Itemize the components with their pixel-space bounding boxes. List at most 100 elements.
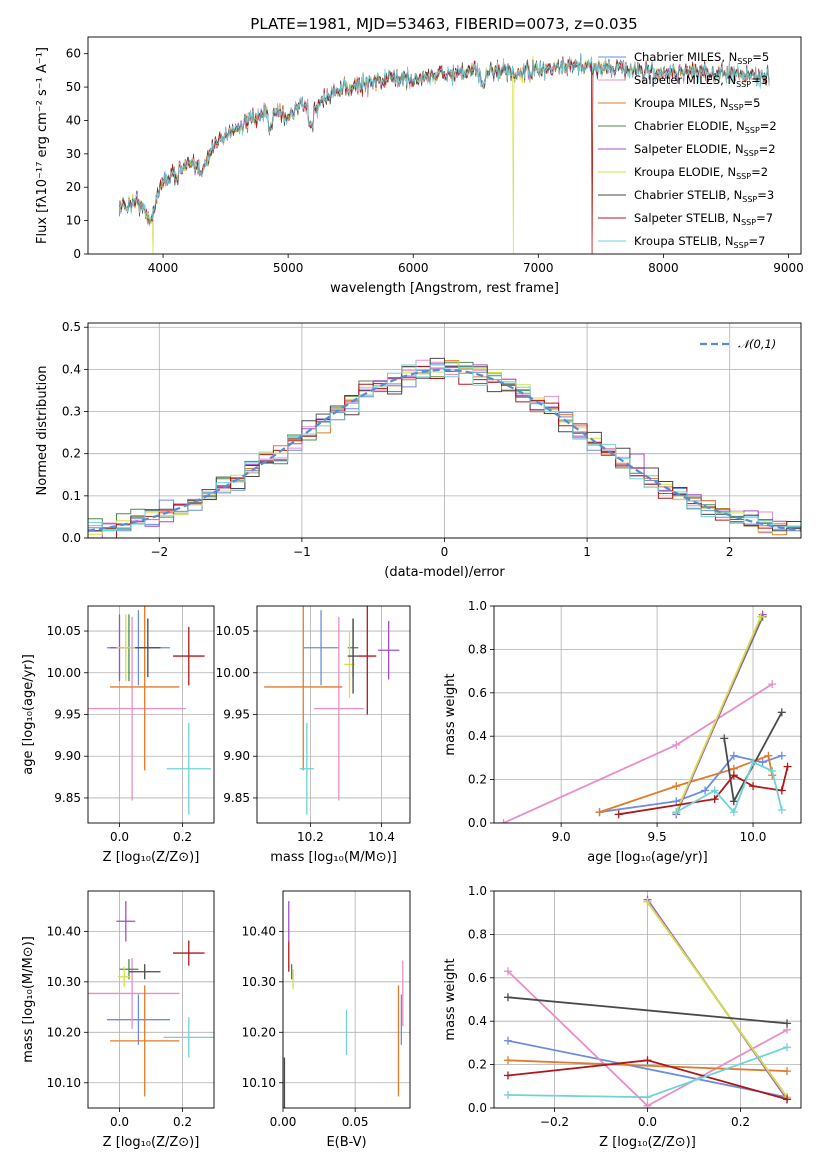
y-tick-label: 10.10 xyxy=(242,1076,276,1090)
weight-line-kroupa-elodie xyxy=(675,616,762,813)
y-tick-label: 1.0 xyxy=(468,599,487,613)
weight-marker xyxy=(614,810,623,819)
legend-entry: Chabrier ELODIE, NSSP=2 xyxy=(634,119,777,135)
y-tick-label: 9.95 xyxy=(223,708,250,722)
weight-marker xyxy=(749,758,758,767)
legend-entry: Kroupa MILES, NSSP=5 xyxy=(634,96,760,112)
errorbar-kroupa-elodie xyxy=(117,966,131,987)
errorbar-kroupa-miles xyxy=(264,606,343,771)
y-tick-label: 0.8 xyxy=(468,927,487,941)
axes-frame xyxy=(87,322,802,539)
x-tick-label: 10.0 xyxy=(740,830,767,844)
y-tick-label: 0.2 xyxy=(468,1058,487,1072)
y-axis-label: Normed distribution xyxy=(35,366,50,496)
legend-label: Chabrier MILES, N xyxy=(634,50,737,64)
y-tick-label: 0.1 xyxy=(62,489,81,503)
legend-label: Chabrier ELODIE, N xyxy=(634,119,745,133)
y-tick-label: 0.6 xyxy=(468,686,487,700)
weight-marker xyxy=(710,786,719,795)
errorbar-salpeter-miles xyxy=(313,616,364,801)
y-tick-label: 10.05 xyxy=(47,624,81,638)
x-tick-label: 9.0 xyxy=(552,830,571,844)
axes-frame xyxy=(87,890,215,1109)
weight-marker xyxy=(499,819,508,823)
weight-marker xyxy=(503,1090,512,1099)
legend-label: Chabrier STELIB, N xyxy=(634,188,742,202)
axes-frame xyxy=(493,605,802,824)
legend-entry: Kroupa ELODIE, NSSP=2 xyxy=(634,165,768,181)
plot-area xyxy=(264,606,400,815)
x-tick-label: 9000 xyxy=(773,261,804,275)
weight-marker xyxy=(672,808,681,817)
legend-subscript: SSP xyxy=(741,218,756,227)
weight-marker xyxy=(783,1019,792,1028)
errorbar-chabrier-miles xyxy=(303,610,339,686)
weight-marker xyxy=(777,708,786,717)
weight-line-kroupa-miles xyxy=(507,1059,788,1072)
errorbar-chabrier-stelib xyxy=(347,618,359,694)
x-tick-label: 10.4 xyxy=(368,830,395,844)
weight-marker xyxy=(729,797,738,806)
x-tick-label: −0.2 xyxy=(540,1115,569,1129)
y-tick-label: 0.4 xyxy=(62,362,81,376)
x-tick-label: 0.0 xyxy=(110,1115,129,1129)
errorbar-salpeter-miles xyxy=(88,616,186,801)
weight-marker xyxy=(756,612,765,621)
y-tick-label: 10.40 xyxy=(47,924,81,938)
weight-marker xyxy=(720,734,729,743)
weight-line-chabrier-miles xyxy=(507,1039,788,1099)
legend-count: =7 xyxy=(756,211,773,225)
plot-area xyxy=(283,901,404,1108)
legend-subscript: SSP xyxy=(736,80,751,89)
weight-marker xyxy=(777,751,786,760)
y-tick-label: 0.6 xyxy=(468,971,487,985)
y-tick-label: 0 xyxy=(73,247,81,261)
y-tick-label: 9.95 xyxy=(54,708,81,722)
legend-subscript: SSP xyxy=(745,126,760,135)
y-tick-label: 0.4 xyxy=(468,729,487,743)
weight-marker xyxy=(643,1093,652,1102)
x-tick-label: −1 xyxy=(293,545,311,559)
legend-label: Kroupa STELIB, N xyxy=(634,234,734,248)
weight-marker xyxy=(701,786,710,795)
weight-marker xyxy=(672,782,681,791)
x-tick-label: 7000 xyxy=(523,261,554,275)
axes-frame xyxy=(493,890,802,1109)
legend-entry: Kroupa STELIB, NSSP=7 xyxy=(634,234,765,250)
errorbar-chabrier-elodie xyxy=(119,959,139,980)
errorbar-kroupa-stelib xyxy=(299,722,314,815)
y-tick-label: 9.85 xyxy=(54,791,81,805)
errorbar-kroupa-stelib xyxy=(166,722,211,815)
weight-marker xyxy=(503,1071,512,1080)
x-tick-label: 0.2 xyxy=(173,1115,192,1129)
weight-marker xyxy=(777,786,786,795)
x-tick-label: 2 xyxy=(726,545,734,559)
y-axis-label: Flux [fλ10⁻¹⁷ erg cm⁻² s⁻¹ A⁻¹] xyxy=(35,47,50,244)
weight-marker xyxy=(783,1043,792,1052)
x-tick-label: 5000 xyxy=(273,261,304,275)
errorbar-kroupa-miles xyxy=(110,985,180,1097)
y-tick-label: 30 xyxy=(66,147,81,161)
y-tick-label: 9.90 xyxy=(223,749,250,763)
legend-count: =5 xyxy=(752,50,769,64)
age-vs-mass-panel: 10.2 10.4 9.85 9.90 9.95 10.00 10.05 mass [log₁… xyxy=(216,605,411,865)
legend-subscript: SSP xyxy=(736,172,751,181)
legend-count: =3 xyxy=(757,188,774,202)
weight-marker xyxy=(503,1036,512,1045)
weight-marker xyxy=(729,771,738,780)
weight-marker xyxy=(768,680,777,689)
y-tick-label: 10.30 xyxy=(47,975,81,989)
weight-vs-age-panel: 9.0 9.5 10.0 0.0 0.2 0.4 0.6 0.8 1.0 age [log₁₀(a… xyxy=(443,599,802,865)
axes-frame xyxy=(87,605,215,824)
x-tick-label: 0.2 xyxy=(173,830,192,844)
x-tick-label: 0 xyxy=(441,545,449,559)
weight-marker xyxy=(503,1056,512,1065)
weight-marker xyxy=(710,795,719,804)
plot-area xyxy=(88,357,801,538)
x-tick-label: 0.00 xyxy=(270,1115,297,1129)
plot-area xyxy=(118,52,770,254)
age-vs-metallicity-panel: 0.0 0.2 9.85 9.90 9.95 10.00 10.05 Z [log₁₀(Z/Z… xyxy=(21,605,215,865)
x-axis-label: (data-model)/error xyxy=(384,565,505,580)
legend-label: Salpeter ELODIE, N xyxy=(634,142,744,156)
x-tick-label: 0.2 xyxy=(731,1115,750,1129)
